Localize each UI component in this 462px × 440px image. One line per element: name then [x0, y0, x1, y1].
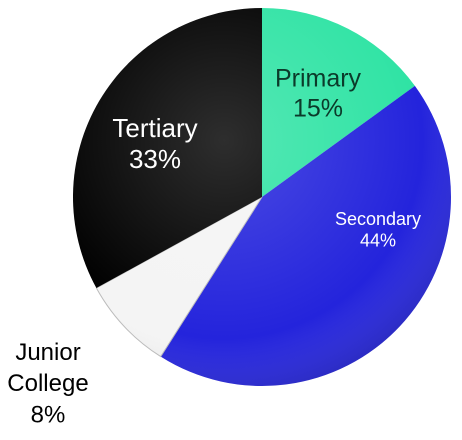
- slice-label: Primary: [275, 65, 362, 93]
- slice-label: Secondary: [335, 209, 421, 229]
- slice-value: 33%: [129, 144, 181, 174]
- slice-label: Junior College: [7, 339, 88, 397]
- slice-value: 44%: [360, 230, 396, 250]
- slice-value: 8%: [31, 401, 66, 428]
- slice-label: Tertiary: [112, 113, 197, 143]
- slice-value: 15%: [293, 95, 343, 123]
- pie: [73, 8, 451, 387]
